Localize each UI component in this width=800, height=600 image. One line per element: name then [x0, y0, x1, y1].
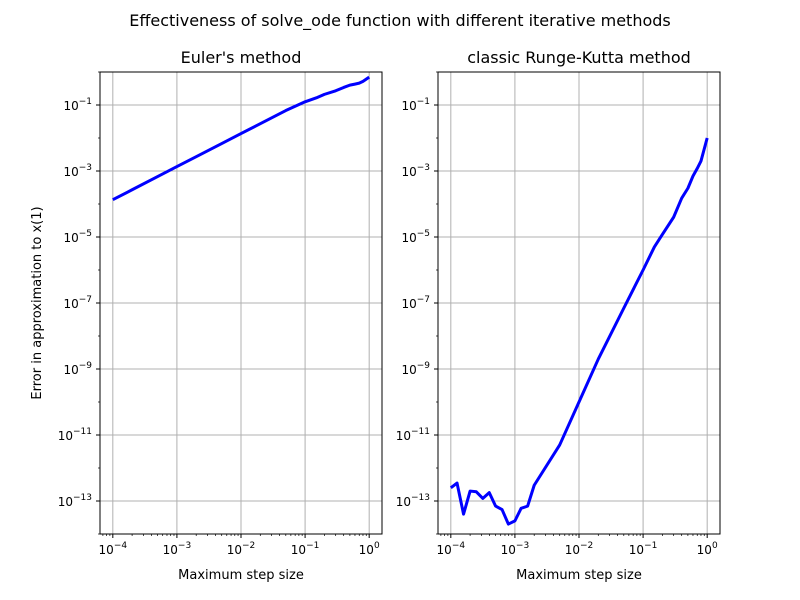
y-tick-label: 10−3	[401, 163, 430, 179]
y-tick-label: 10−3	[63, 163, 92, 179]
chart-title: classic Runge-Kutta method	[467, 48, 691, 67]
x-tick-label: 10−3	[501, 541, 530, 557]
plot-frame	[99, 71, 383, 535]
chart-title: Euler's method	[181, 48, 302, 67]
y-tick-label: 10−13	[58, 493, 92, 509]
y-axis-label: Error in approximation to x(1)	[30, 206, 45, 399]
x-tick-label: 100	[359, 541, 380, 557]
x-axis-label: Maximum step size	[516, 568, 642, 583]
panel-euler: Euler's method Maximum step size Error i…	[30, 48, 383, 583]
y-tick-label: 10−5	[401, 229, 430, 245]
x-tick-label: 10−2	[565, 541, 594, 557]
y-tick-label: 10−1	[401, 97, 430, 113]
x-tick-label: 100	[697, 541, 718, 557]
series-line	[112, 75, 371, 202]
y-tick-label: 10−11	[58, 427, 92, 443]
y-tick-label: 10−1	[63, 97, 92, 113]
y-tick-label: 10−11	[396, 427, 430, 443]
y-tick-label: 10−9	[63, 361, 92, 377]
x-tick-label: 10−1	[629, 541, 658, 557]
y-tick-label: 10−7	[401, 295, 430, 311]
panel-runge-kutta: classic Runge-Kutta method Maximum step …	[396, 48, 721, 583]
x-tick-label: 10−1	[291, 541, 320, 557]
x-axis-label: Maximum step size	[178, 568, 304, 583]
y-tick-label: 10−13	[396, 493, 430, 509]
x-tick-label: 10−4	[99, 541, 128, 557]
figure-suptitle: Effectiveness of solve_ode function with…	[129, 11, 671, 31]
y-tick-label: 10−9	[401, 361, 430, 377]
series-line	[449, 137, 709, 526]
y-tick-label: 10−5	[63, 229, 92, 245]
y-tick-label: 10−7	[63, 295, 92, 311]
x-tick-label: 10−3	[163, 541, 192, 557]
plot-frame	[437, 71, 721, 535]
x-tick-label: 10−2	[227, 541, 256, 557]
x-tick-label: 10−4	[437, 541, 466, 557]
